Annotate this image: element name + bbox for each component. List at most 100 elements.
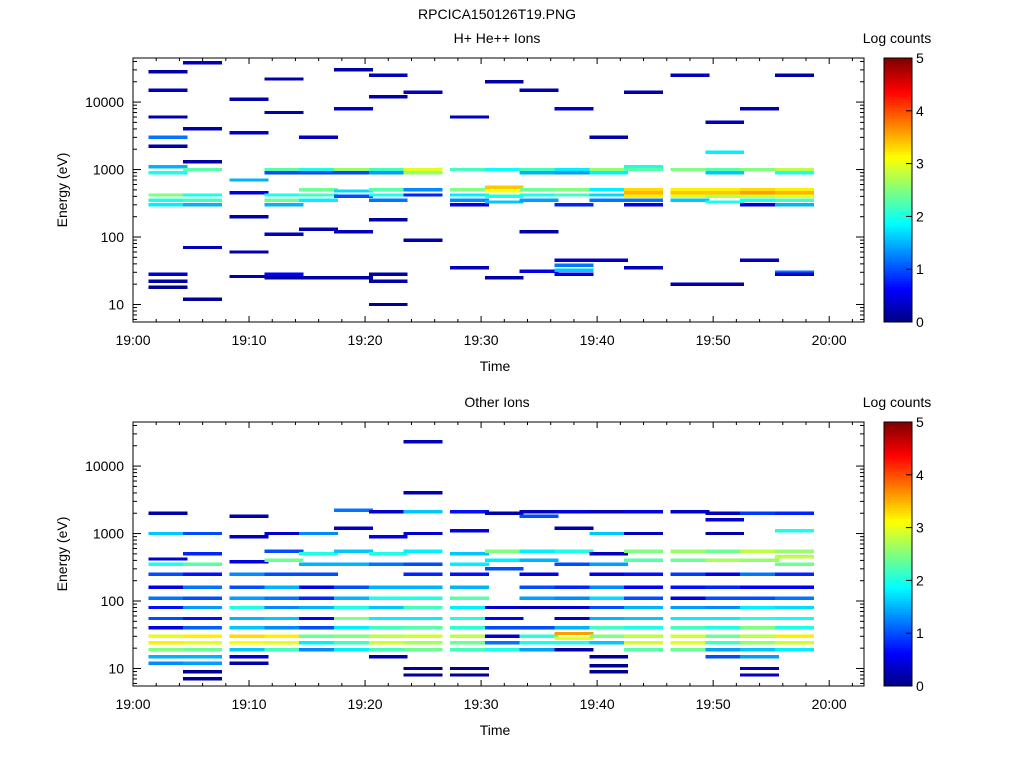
spectrogram-cell (450, 552, 489, 556)
colorbar-swatch (884, 168, 912, 172)
colorbar-swatch (884, 124, 912, 128)
spectrogram-cell (403, 167, 443, 172)
spectrogram-cell (183, 572, 223, 576)
colorbar-swatch (884, 457, 912, 462)
colorbar-swatch (884, 102, 912, 106)
colorbar-swatch (884, 319, 912, 323)
spectrogram-cell (148, 585, 188, 589)
spectrogram-cell (183, 634, 223, 638)
spectrogram-cell (450, 167, 489, 172)
colorbar-swatch (884, 644, 912, 649)
spectrogram-cell (774, 605, 814, 610)
colorbar-swatch (884, 250, 912, 254)
spectrogram-cell (229, 616, 269, 621)
spectrogram-cell (554, 170, 594, 175)
colorbar-swatch (884, 532, 912, 536)
spectrogram-cell (554, 268, 594, 273)
colorbar-swatch (884, 433, 912, 437)
spectrogram-cell (519, 605, 559, 610)
spectrogram-cell (774, 616, 814, 621)
spectrogram-cell (774, 170, 814, 175)
spectrogram-cell (450, 634, 489, 638)
spectrogram-cell (624, 188, 663, 192)
spectrogram-cell (334, 275, 373, 280)
spectrogram-cell (229, 215, 269, 219)
spectrogram-cell (624, 596, 663, 600)
spectrogram-cell (368, 170, 408, 175)
colorbar-swatch (884, 234, 912, 238)
spectrogram-cell (264, 193, 304, 197)
spectrogram-cell (229, 97, 269, 101)
spectrogram-cell (624, 203, 663, 207)
spectrogram-cell (334, 641, 373, 645)
spectrogram-cell (554, 596, 594, 600)
spectrogram-cell (740, 194, 779, 199)
colorbar-swatch (884, 639, 912, 643)
spectrogram-cell (554, 648, 594, 652)
spectrogram-cell (148, 511, 188, 515)
colorbar-tick-label: 4 (916, 467, 924, 483)
spectrogram-cell (740, 654, 779, 659)
spectrogram-cell (519, 230, 559, 234)
spectrogram-cell (624, 634, 663, 638)
spectrogram-cell (670, 596, 710, 600)
spectrogram-cell (264, 549, 304, 553)
spectrogram-cell (264, 110, 304, 115)
spectrogram-cell (740, 511, 779, 515)
spectrogram-cell (299, 552, 339, 556)
spectrogram-cell (705, 167, 745, 172)
spectrogram-cell (264, 616, 304, 621)
colorbar-swatch (884, 669, 912, 673)
spectrogram-cell (519, 193, 559, 197)
spectrogram-cell (740, 616, 779, 621)
spectrogram-cell (229, 605, 269, 610)
panel-1-colorbar-label: Log counts (863, 30, 932, 46)
colorbar-swatch (884, 614, 912, 618)
spectrogram-cell (589, 669, 629, 674)
spectrogram-cell (299, 585, 339, 589)
colorbar-swatch (884, 225, 912, 230)
spectrogram-cell (554, 188, 594, 192)
colorbar-tick-label: 2 (916, 572, 924, 588)
spectrogram-cell (484, 189, 524, 193)
spectrogram-cell (299, 634, 339, 638)
spectrogram-cell (624, 510, 663, 514)
spectrogram-cell (148, 648, 188, 652)
spectrogram-cell (774, 648, 814, 652)
spectrogram-cell (774, 562, 814, 566)
spectrogram-cell (264, 648, 304, 652)
colorbar-swatch (884, 556, 912, 561)
spectrogram-cell (589, 572, 629, 576)
spectrogram-cell (624, 626, 663, 630)
spectrogram-cell (705, 641, 745, 645)
spectrogram-cell (148, 144, 188, 149)
spectrogram-cell (368, 73, 408, 77)
spectrogram-cell (334, 626, 373, 630)
spectrogram-cell (740, 191, 779, 195)
spectrogram-cell (368, 198, 408, 202)
spectrogram-cell (705, 282, 745, 286)
spectrogram-cell (740, 203, 779, 207)
spectrogram-cell (670, 558, 710, 563)
spectrogram-cell (148, 596, 188, 600)
panel-2-xlabel: Time (480, 722, 511, 738)
spectrogram-cell (670, 634, 710, 638)
spectrogram-cell (264, 198, 304, 202)
colorbar-swatch (884, 474, 912, 478)
spectrogram-cell (403, 616, 443, 621)
colorbar-swatch (884, 507, 912, 511)
y-tick-label: 10 (108, 660, 124, 676)
colorbar-swatch (884, 631, 912, 635)
spectrogram-cell (450, 626, 489, 630)
spectrogram-cell (229, 648, 269, 652)
colorbar-swatch (884, 66, 912, 70)
spectrogram-cell (334, 189, 373, 193)
colorbar-swatch (884, 157, 912, 161)
spectrogram-cell (484, 167, 524, 172)
spectrogram-cell (740, 572, 779, 576)
colorbar-swatch (884, 305, 912, 309)
spectrogram-cell (589, 641, 629, 645)
colorbar-tick-label: 0 (916, 314, 924, 330)
colorbar-swatch (884, 584, 912, 588)
colorbar-swatch (884, 642, 912, 646)
